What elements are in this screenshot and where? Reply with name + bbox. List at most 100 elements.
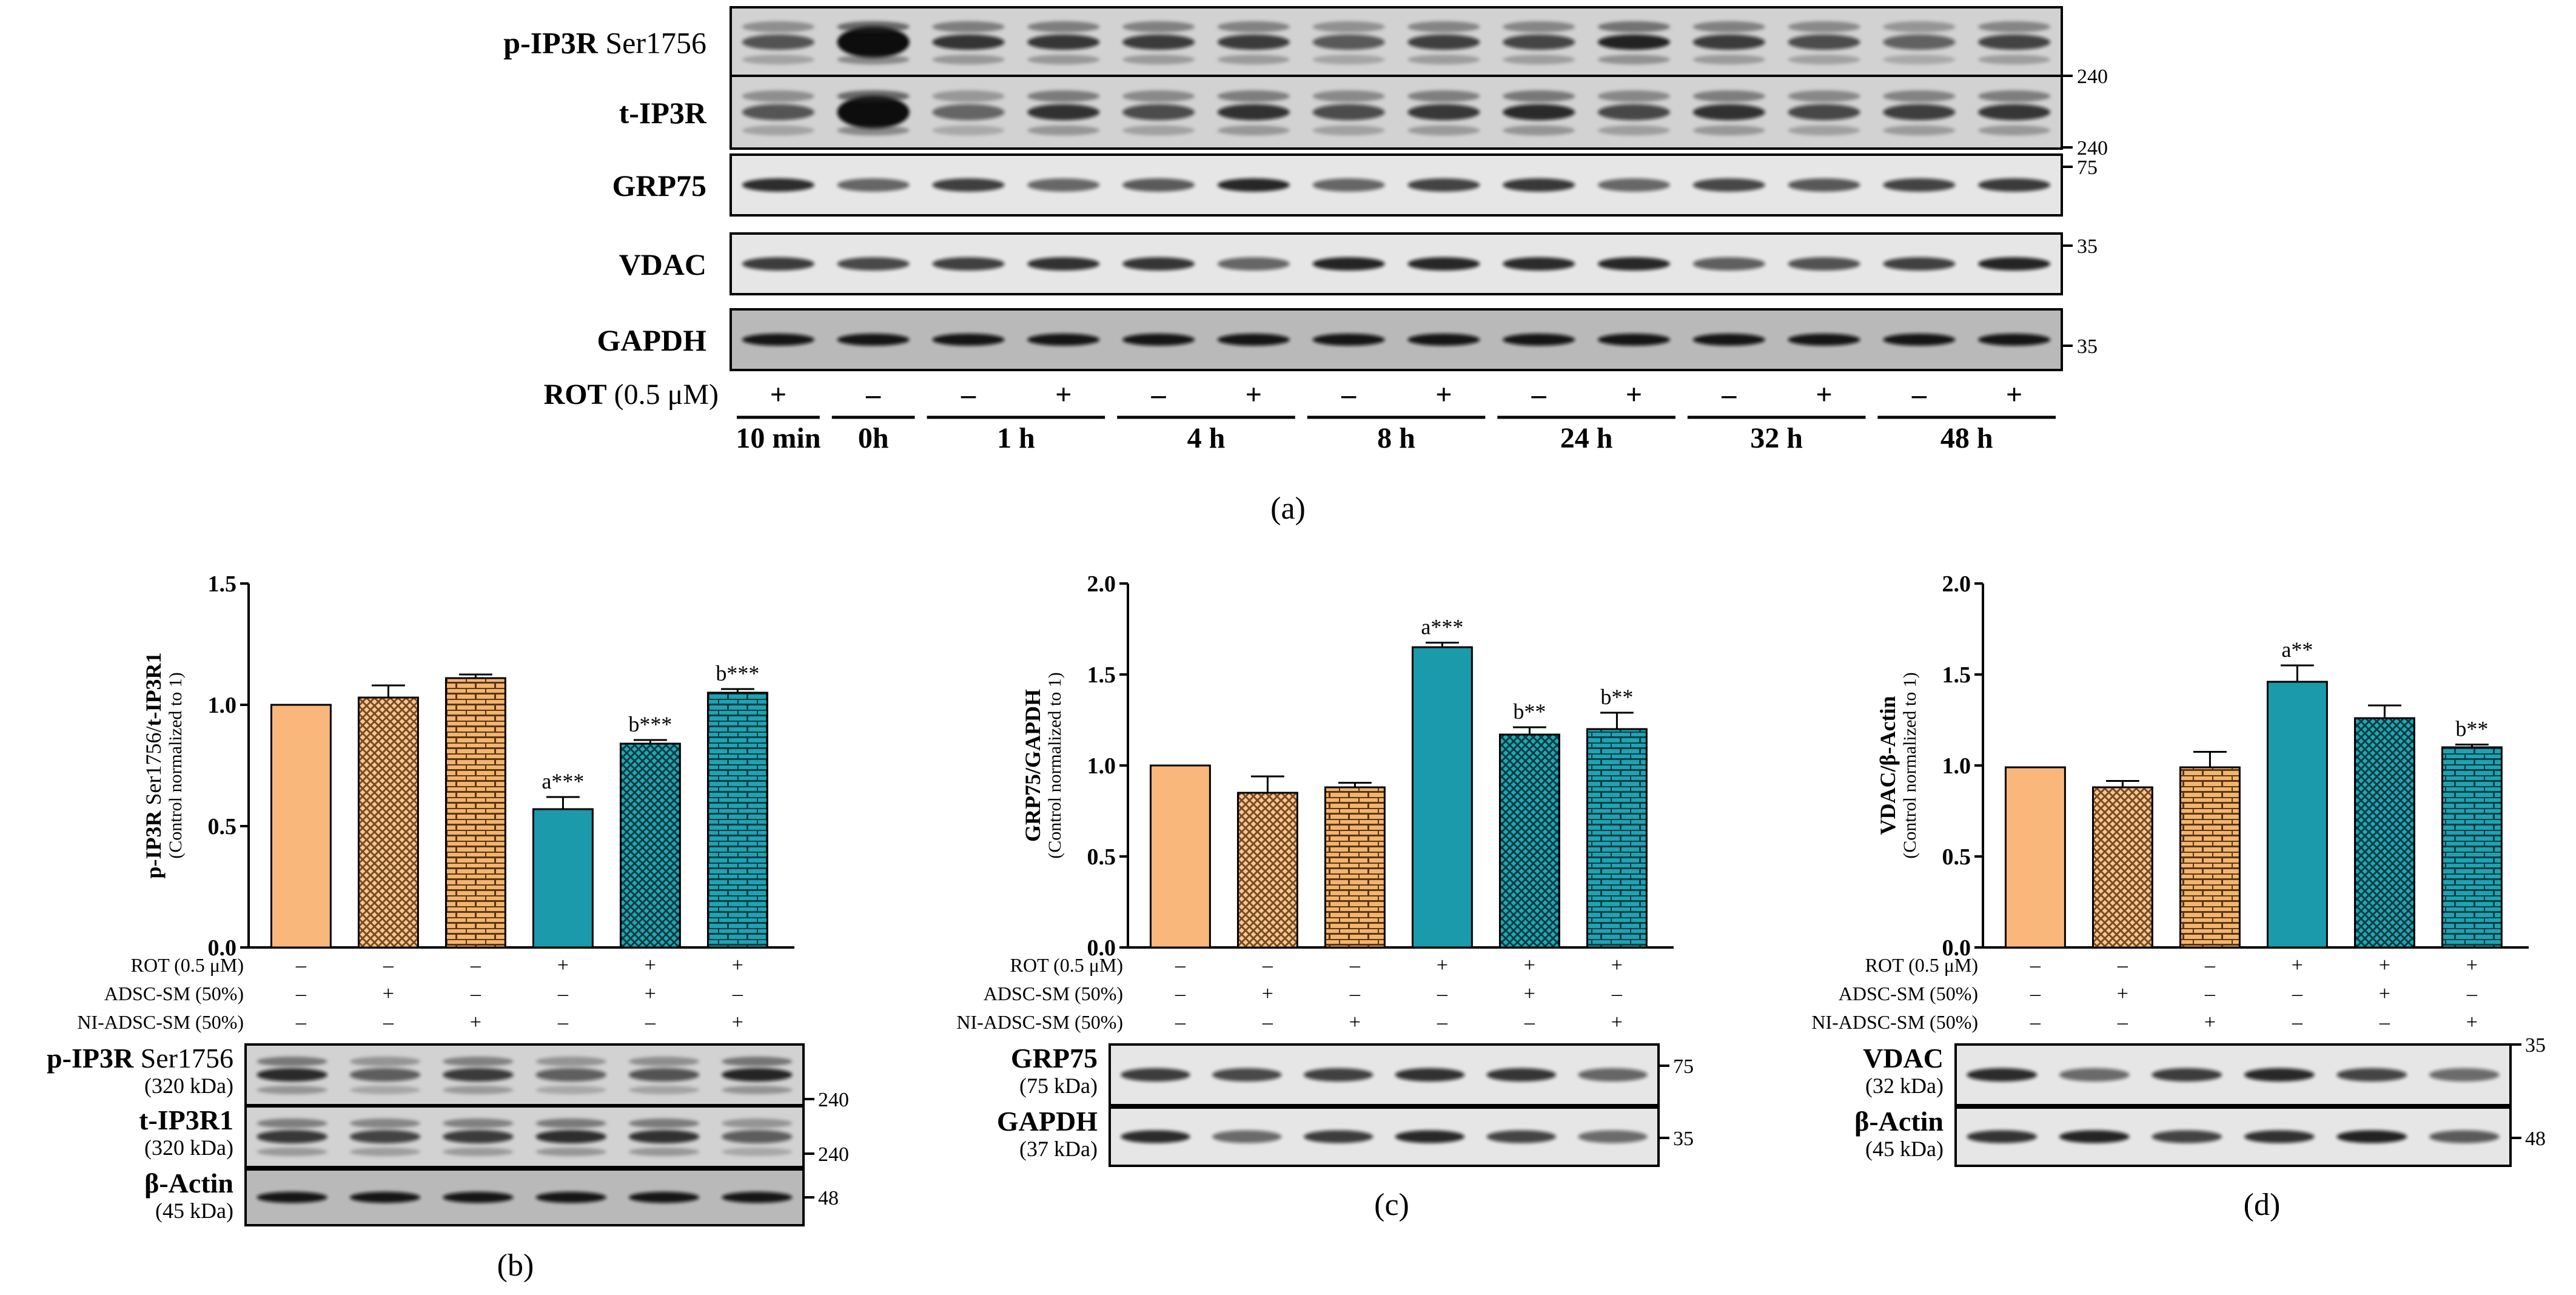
blot-band (1407, 257, 1480, 271)
blot-background (246, 1106, 803, 1167)
blot-band (837, 96, 910, 129)
rot-label-rest: (0.5 μM) (607, 378, 719, 411)
blot-band (1027, 334, 1100, 346)
blot-panel_b-2 (244, 1168, 805, 1226)
blot-band-lower (257, 1086, 327, 1094)
blot-band (1578, 1130, 1648, 1143)
blot-band-upper (1692, 90, 1765, 103)
treatment-sign: – (2117, 1011, 2128, 1034)
blot-panel_b-1 (244, 1105, 805, 1168)
blot-band (837, 26, 910, 58)
treatment-sign: + (2292, 954, 2303, 977)
y-label-sub: (Control normalized to 1) (1900, 672, 1920, 858)
y-label-main-rest: Ser1756/ (141, 726, 166, 810)
y-tick-label: 2.0 (1087, 571, 1116, 597)
blot-band (1303, 1130, 1374, 1143)
blot-band (1883, 257, 1956, 271)
bar (619, 742, 681, 949)
treatment-sign: – (1524, 1011, 1535, 1034)
blot-band-upper (932, 21, 1005, 33)
blot-band (932, 334, 1005, 346)
row-label-grp75-bold: GRP75 (612, 169, 706, 203)
blot-band (722, 1191, 793, 1203)
blot-frame (244, 1105, 805, 1168)
caption-a: (a) (1270, 491, 1306, 526)
blot-band-upper (1503, 21, 1575, 33)
blot-band (1788, 104, 1860, 121)
rot-label: ROT (0.5 μM) (544, 378, 719, 411)
caption-panel_d: (d) (2244, 1188, 2281, 1222)
treatment-sign: + (1437, 954, 1448, 977)
blot-band (1027, 34, 1100, 50)
blot-band (2059, 1068, 2130, 1081)
treatment-sign: + (1611, 1011, 1623, 1034)
blot-marker: 35 (1673, 1128, 1694, 1150)
blot-band-upper (1122, 21, 1195, 33)
blot-band (1027, 178, 1100, 192)
blot-band-upper (837, 21, 910, 33)
treatment-label: NI-ADSC-SM (50%) (956, 1011, 1123, 1033)
treatment-sign: – (470, 983, 481, 1005)
rot-sign: + (1246, 378, 1262, 411)
blot-name: VDAC (1863, 1043, 1944, 1074)
treatment-sign: – (2030, 983, 2041, 1005)
significance-label: b** (2455, 717, 2488, 741)
time-label: 1 h (997, 422, 1035, 454)
blot-band (1578, 1068, 1648, 1081)
blot-name-bold: β-Actin (144, 1168, 233, 1199)
significance-label: a*** (542, 769, 584, 793)
time-label: 0h (858, 422, 889, 454)
rot-sign: + (2006, 378, 2022, 411)
row-label-pip3r: p-IP3R Ser1756 (503, 26, 706, 60)
y-tick-label: 1.5 (208, 571, 237, 597)
treatment-label: ADSC-SM (50%) (104, 983, 244, 1004)
blot-band-upper (1788, 90, 1860, 103)
treatment-sign: – (295, 983, 307, 1005)
blot-band (1312, 104, 1385, 121)
blot-name: t-IP3R1 (139, 1105, 233, 1135)
blot-name: p-IP3R Ser1756 (47, 1043, 233, 1074)
blot-band-lower (1978, 125, 2051, 136)
blot-name: GAPDH (997, 1106, 1098, 1137)
blot-band (2429, 1130, 2500, 1143)
blot-panel_d-0 (1954, 1043, 2512, 1106)
blot-band (1692, 334, 1765, 346)
blot-row-pip3r (730, 6, 2063, 78)
bar (1236, 792, 1298, 949)
blot-band (2429, 1068, 2500, 1081)
treatment-sign: + (732, 954, 743, 977)
significance-label: b*** (716, 661, 759, 685)
blot-band (2152, 1130, 2222, 1143)
blot-band-lower (932, 55, 1005, 65)
row-label-grp75: GRP75 (612, 169, 706, 203)
blot-background (731, 234, 2062, 294)
blot-name: β-Actin (144, 1168, 233, 1199)
treatment-sign: + (383, 983, 394, 1005)
blot-background (731, 7, 2062, 77)
treatment-label: NI-ADSC-SM (50%) (1811, 1011, 1978, 1033)
blot-band-upper (1597, 21, 1671, 33)
treatment-sign: + (1611, 954, 1623, 977)
blot-panel_b-0 (244, 1043, 805, 1106)
row-label-vdac-bold: VDAC (619, 247, 706, 281)
blot-band (1212, 1130, 1282, 1143)
blot-band (535, 1068, 606, 1081)
blot-band (1503, 257, 1575, 271)
blot-band (1121, 1130, 1190, 1143)
blot-band-lower (837, 55, 910, 65)
blot-band (2152, 1068, 2222, 1081)
blot-band-lower (1122, 125, 1195, 136)
blot-band-upper (349, 1057, 421, 1066)
blot-band (1217, 334, 1290, 346)
blot-band-lower (837, 125, 910, 136)
blot-band (535, 1191, 606, 1203)
blot-marker: 48 (2525, 1128, 2546, 1150)
blot-band (837, 257, 910, 271)
caption-panel_c: (c) (1374, 1188, 1409, 1222)
blot-marker: 240 (818, 1089, 849, 1111)
blot-band-upper (1312, 90, 1385, 103)
treatment-sign: – (2030, 954, 2041, 977)
blot-band (1312, 178, 1385, 192)
blot-band (742, 104, 814, 121)
